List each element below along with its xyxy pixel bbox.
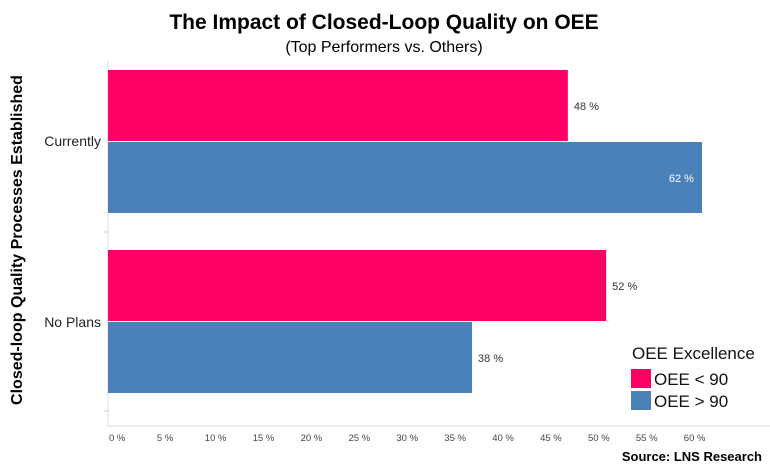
legend-label: OEE < 90 — [654, 370, 728, 389]
x-tick-label: 0 % — [109, 433, 126, 444]
x-tick-label: 35 % — [444, 433, 466, 444]
bar — [108, 70, 568, 141]
bar — [108, 322, 473, 393]
legend-swatch-oee-lt-90 — [631, 369, 651, 388]
x-tick-label: 5 % — [157, 433, 174, 444]
x-tick-label: 55 % — [636, 433, 658, 444]
category-label: No Plans — [44, 314, 101, 330]
x-tick-label: 45 % — [540, 433, 562, 444]
chart-subtitle: (Top Performers vs. Others) — [285, 39, 482, 56]
data-label: 52 % — [612, 281, 637, 293]
legend-title: OEE Excellence — [632, 344, 755, 363]
legend: OEE Excellence OEE < 90 OEE > 90 — [631, 344, 755, 411]
legend-label: OEE > 90 — [654, 392, 728, 411]
x-tick-label: 20 % — [301, 433, 323, 444]
x-tick-label: 30 % — [396, 433, 418, 444]
x-tick-label: 15 % — [253, 433, 275, 444]
data-label: 38 % — [478, 353, 503, 365]
x-tick-label: 10 % — [205, 433, 227, 444]
data-label: 62 % — [669, 173, 694, 185]
x-tick-label: 25 % — [349, 433, 371, 444]
y-axis-label: Closed-loop Quality Processes Establishe… — [9, 75, 26, 405]
x-tick-label: 40 % — [492, 433, 514, 444]
chart-title: The Impact of Closed-Loop Quality on OEE — [169, 11, 598, 34]
bar — [108, 142, 702, 213]
data-label: 48 % — [574, 101, 599, 113]
x-tick-label: 60 % — [684, 433, 706, 444]
bar — [108, 250, 607, 321]
source-note: Source: LNS Research — [622, 449, 762, 464]
legend-swatch-oee-gt-90 — [631, 391, 651, 410]
x-tick-label: 50 % — [588, 433, 610, 444]
category-label: Currently — [44, 133, 101, 149]
